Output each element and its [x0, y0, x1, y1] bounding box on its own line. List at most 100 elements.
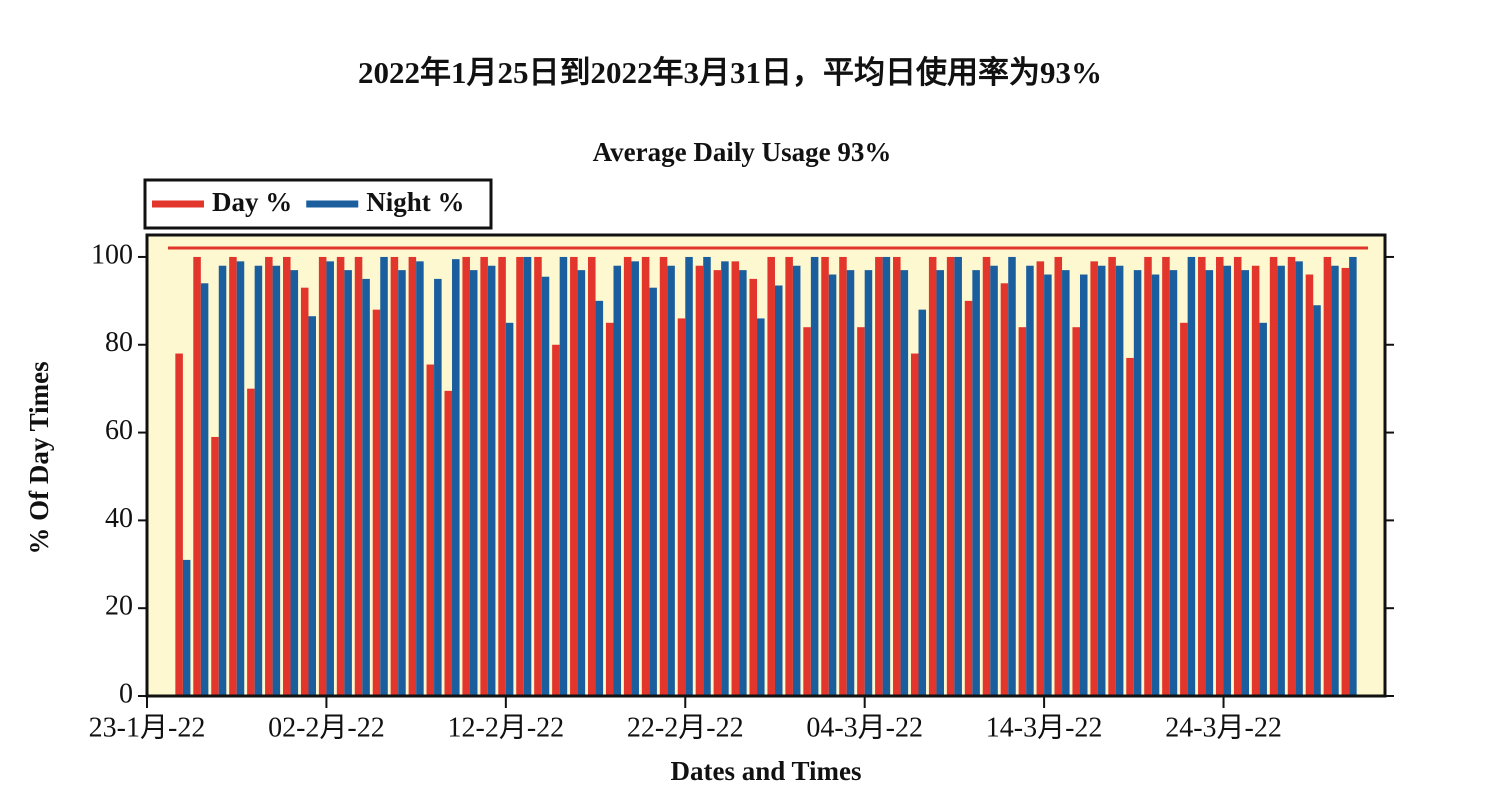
x-tick-label: 12-2月-22 [448, 712, 565, 743]
bar [667, 265, 675, 696]
bar [839, 256, 847, 696]
bar [821, 256, 829, 696]
bar [946, 256, 955, 696]
bar [882, 256, 891, 696]
bar [641, 256, 650, 696]
bar [631, 261, 639, 696]
bar [469, 270, 478, 696]
bar [767, 256, 775, 696]
bar [1277, 265, 1285, 696]
bar [1151, 274, 1160, 696]
bar [523, 256, 532, 696]
bar [1205, 270, 1214, 696]
bar [577, 270, 586, 696]
bar [1215, 256, 1224, 696]
bar [444, 390, 453, 696]
x-tick-label: 22-2月-22 [627, 712, 744, 743]
plot-frame [145, 233, 1387, 698]
bar [200, 283, 209, 696]
x-axis-label: Dates and Times [670, 756, 861, 786]
y-tick-label: 0 [119, 678, 133, 709]
bar [785, 256, 793, 696]
bar [254, 265, 263, 696]
bar [803, 327, 811, 696]
bar [810, 256, 819, 696]
bar [954, 256, 962, 696]
bar [1097, 265, 1106, 696]
bar [1144, 256, 1152, 696]
bar [344, 270, 352, 696]
y-tick-label: 20 [105, 591, 133, 622]
bar [1044, 274, 1052, 696]
bar [487, 265, 496, 696]
bar [534, 256, 542, 696]
bar [1187, 256, 1196, 696]
bar [290, 270, 299, 696]
bar [1241, 270, 1249, 696]
bar [964, 300, 973, 696]
x-tick-label: 02-2月-22 [268, 712, 385, 743]
bar [1108, 256, 1116, 696]
bar [426, 364, 435, 696]
bar [193, 256, 201, 696]
bar [1062, 270, 1070, 696]
legend-label: Night % [366, 187, 464, 217]
bar [910, 353, 919, 696]
bar [1054, 256, 1063, 696]
bar [1198, 256, 1206, 696]
legend-label: Day % [212, 187, 292, 217]
x-tick-label: 14-3月-22 [986, 712, 1103, 743]
y-tick-label: 60 [105, 415, 133, 446]
bar [605, 322, 614, 696]
bar [1323, 256, 1332, 696]
bar [398, 270, 406, 696]
bar [182, 559, 191, 696]
bar [857, 327, 865, 696]
bar [462, 256, 470, 696]
bar [326, 261, 334, 696]
bar [1133, 270, 1142, 696]
bar [1305, 274, 1314, 696]
bar [928, 256, 937, 696]
x-tick-label: 24-3月-22 [1165, 712, 1282, 743]
bar [900, 270, 909, 696]
bar [272, 265, 281, 696]
bar [1000, 283, 1009, 696]
bar [1115, 265, 1124, 696]
bar [1287, 256, 1296, 696]
bar [308, 316, 317, 696]
bar [552, 344, 560, 696]
bar [265, 256, 273, 696]
y-axis-label: % Of Day Times [24, 361, 54, 554]
bar [875, 256, 883, 696]
bar [236, 261, 245, 696]
bar [1251, 265, 1260, 696]
bar [211, 436, 219, 696]
bar [749, 278, 758, 696]
chart-title: 2022年1月25日到2022年3月31日，平均日使用率为93% [358, 55, 1102, 90]
bar [721, 261, 729, 696]
bar [990, 265, 998, 696]
bar [1008, 256, 1016, 696]
bar [1018, 327, 1027, 696]
bar [1072, 327, 1080, 696]
bar [505, 322, 514, 696]
bar [1169, 270, 1178, 696]
bar [380, 256, 388, 696]
bar [792, 265, 801, 696]
bar [918, 309, 927, 696]
bar [1079, 274, 1088, 696]
bar [864, 270, 873, 696]
bar [757, 318, 765, 696]
bar [588, 256, 596, 696]
y-tick-label: 100 [91, 239, 133, 270]
bar [300, 287, 309, 696]
bar [498, 256, 506, 696]
bar [595, 300, 604, 696]
bar [1180, 322, 1188, 696]
bar [1313, 305, 1321, 696]
bar [336, 256, 345, 696]
bar [570, 256, 578, 696]
plot-background [147, 235, 1385, 696]
